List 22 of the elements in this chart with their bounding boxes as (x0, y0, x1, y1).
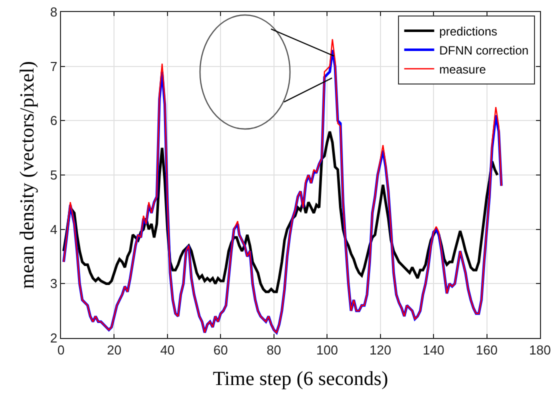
x-axis-title: Time step (6 seconds) (212, 368, 388, 390)
y-tick-label: 7 (50, 58, 58, 74)
x-tick-label: 120 (369, 342, 392, 358)
x-tick-label: 80 (266, 342, 282, 358)
y-tick-label: 2 (50, 330, 58, 346)
x-tick-label: 100 (316, 342, 338, 358)
y-tick-label: 8 (50, 4, 58, 20)
x-tick-label: 140 (422, 342, 444, 358)
y-tick-label: 3 (50, 276, 58, 292)
y-tick-label: 5 (50, 168, 58, 183)
x-tick-label: 60 (213, 342, 228, 358)
x-tick-label: 40 (160, 342, 175, 358)
x-tick-label: 20 (106, 342, 122, 358)
y-tick-label: 6 (50, 113, 58, 128)
y-axis-title: mean density (vectors/pixel) (16, 61, 39, 289)
x-tick-label: 0 (57, 342, 65, 358)
legend-label: measure (439, 62, 486, 76)
x-tick-label: 180 (529, 342, 551, 358)
y-tick-label: 4 (50, 222, 58, 237)
x-tick-label: 160 (476, 342, 498, 358)
legend-label: predictions (439, 24, 498, 38)
legend-label: DFNN correction (439, 43, 529, 58)
